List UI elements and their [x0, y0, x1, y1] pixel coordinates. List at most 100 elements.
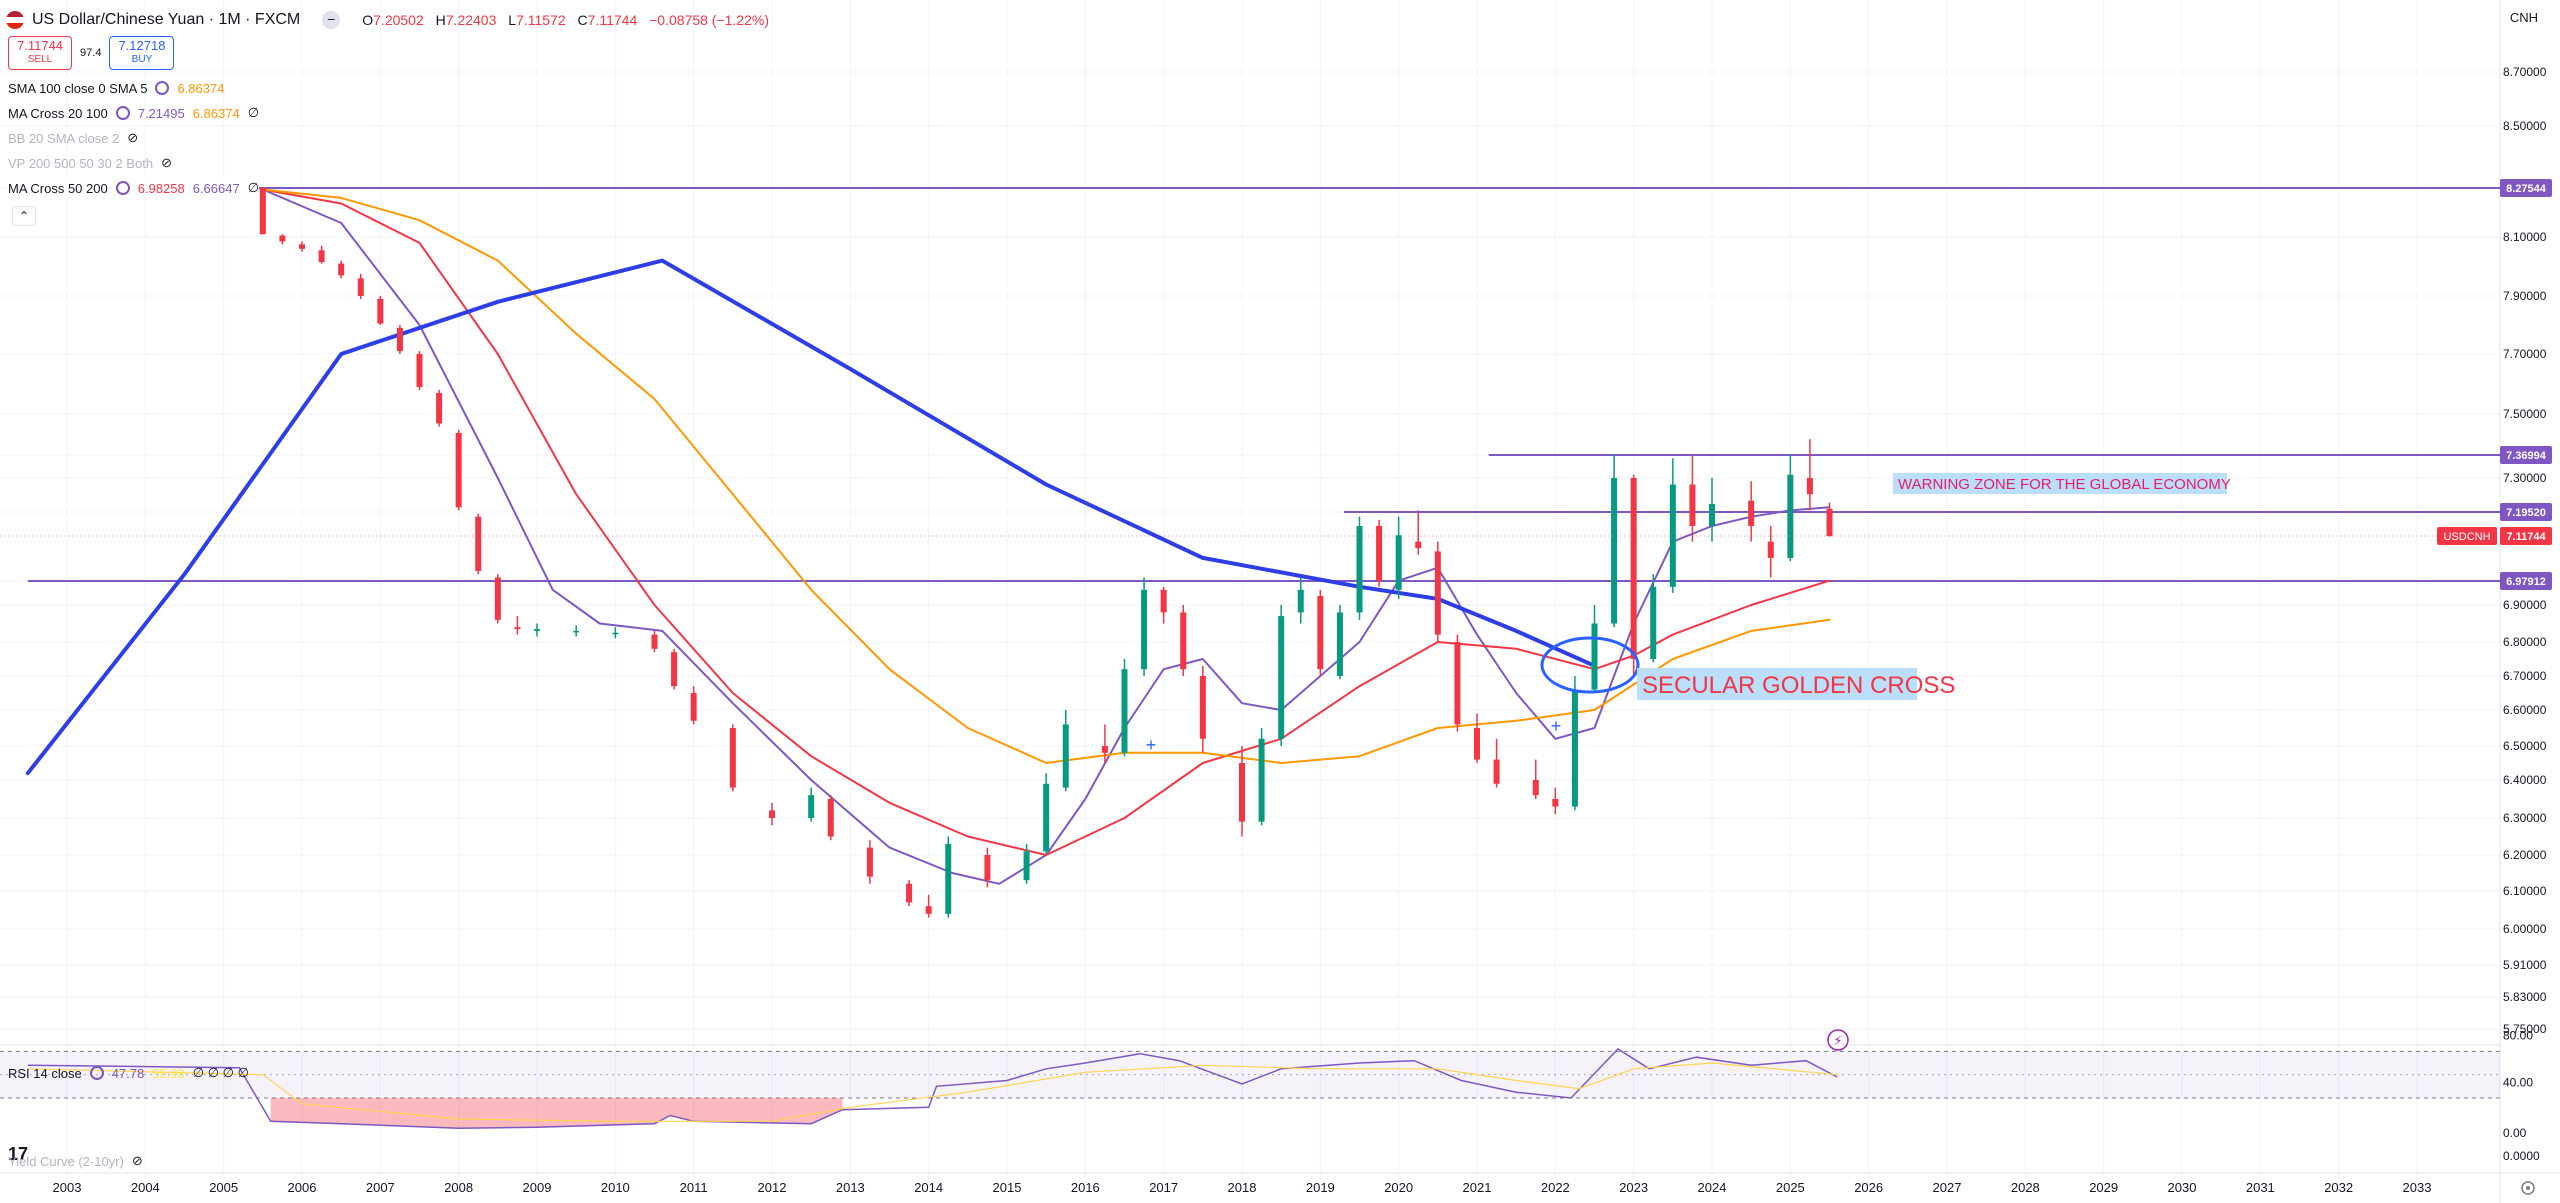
time-tick-label: 2021 — [1463, 1180, 1492, 1195]
candle-body — [1787, 474, 1794, 558]
ma-line — [261, 188, 1831, 856]
candle-body — [1669, 484, 1676, 587]
time-tick-label: 2005 — [209, 1180, 238, 1195]
golden-cross-label: SECULAR GOLDEN CROSS — [1642, 672, 1955, 699]
candle-body — [1650, 586, 1657, 659]
price-badge-label: 7.19520 — [2506, 507, 2546, 519]
candle-body — [1826, 508, 1833, 537]
candle-body — [514, 627, 521, 630]
time-tick-label: 2010 — [601, 1180, 630, 1195]
price-axis[interactable]: 8.70000 8.50000 8.10000 7.90000 7.70000 7.500… — [2503, 65, 2547, 1036]
indicator-sma100[interactable]: SMA 100 close 0 SMA 5 6.86374 — [8, 80, 225, 96]
price-tick-label: 6.50000 — [2503, 739, 2547, 753]
time-tick-label: 2006 — [288, 1180, 317, 1195]
indicator-ma-cross-50-200[interactable]: MA Cross 50 200 6.98258 6.66647 ∅ — [8, 178, 260, 198]
candle-body — [259, 187, 266, 235]
price-tick-label: 7.70000 — [2503, 347, 2547, 361]
candle-body — [827, 799, 834, 837]
candle-body — [1571, 689, 1578, 807]
symbol-badge-label: USDCNH — [2443, 531, 2490, 543]
price-badge-label: 7.11744 — [2506, 531, 2546, 543]
indicator-ma-cross-20-100[interactable]: MA Cross 20 100 7.21495 6.86374 ∅ — [8, 105, 260, 121]
horizontal-levels — [0, 187, 2500, 582]
sell-button[interactable]: 7.11744 SELL — [8, 36, 73, 70]
time-tick-label: 2032 — [2324, 1180, 2353, 1195]
indicator-vp[interactable]: VP 200 500 50 30 2 Both ⊘ — [8, 155, 172, 171]
indicator-bb[interactable]: BB 20 SMA close 2 ⊘ — [8, 130, 139, 146]
rsi-panel: 80.00 40.00 0.00 0.0000 — [0, 1029, 2540, 1163]
golden-cross-circle — [1540, 636, 1640, 694]
rsi-legend[interactable]: RSI 14 close 47.78 55.93 ∅ ∅ ∅ ∅ — [8, 1065, 249, 1081]
buy-button[interactable]: 7.12718 BUY — [109, 36, 175, 70]
time-tick-label: 2009 — [523, 1180, 552, 1195]
price-badge-label: 7.36994 — [2506, 450, 2547, 462]
candle-body — [1591, 623, 1598, 690]
time-tick-label: 2007 — [366, 1180, 395, 1195]
candle-body — [1239, 763, 1245, 822]
candle-body — [1454, 642, 1461, 725]
candle-body — [1258, 738, 1265, 822]
time-tick-label: 2014 — [914, 1180, 943, 1195]
ma-line — [25, 258, 1597, 776]
price-tick-label: 6.00000 — [2503, 922, 2547, 936]
symbol-title[interactable]: US Dollar/Chinese Yuan · 1M · FXCM — [32, 11, 301, 28]
candle-body — [906, 883, 913, 903]
candle-body — [1336, 612, 1343, 676]
candle-body — [1199, 676, 1206, 739]
replay-icon[interactable]: ⚡ — [1827, 1029, 1849, 1051]
hidden-eye-icon[interactable]: ⊘ — [161, 155, 172, 170]
time-tick-label: 2029 — [2089, 1180, 2118, 1195]
time-tick-label: 2027 — [1933, 1180, 1962, 1195]
price-badge — [2500, 179, 2552, 197]
candle-body — [1121, 669, 1128, 753]
warning-zone-label: WARNING ZONE FOR THE GLOBAL ECONOMY — [1898, 476, 2231, 493]
price-tick-label: 5.75000 — [2503, 1022, 2547, 1036]
price-badge — [2500, 527, 2552, 545]
golden-cross-label-bg — [1637, 668, 1917, 700]
collapse-legend-chevron-up-icon[interactable]: ⌃ — [12, 206, 36, 226]
time-tick-label: 2003 — [53, 1180, 82, 1195]
cross-marker-2: + — [1551, 716, 1562, 736]
rsi-line — [27, 1048, 1838, 1130]
candle-body — [1278, 616, 1285, 739]
price-tick-label: 5.83000 — [2503, 990, 2547, 1004]
time-tick-label: 2022 — [1541, 1180, 1570, 1195]
price-tick-label: 6.30000 — [2503, 811, 2547, 825]
hidden-eye-icon[interactable]: ⊘ — [131, 1153, 143, 1168]
indicator-settings-icon[interactable] — [115, 181, 130, 195]
candle-body — [436, 393, 443, 424]
candle-body — [690, 693, 697, 721]
indicator-settings-icon[interactable] — [115, 106, 130, 120]
price-tick-label: 6.20000 — [2503, 848, 2547, 862]
price-tick-label: 7.30000 — [2503, 471, 2547, 485]
indicator-settings-icon[interactable] — [89, 1066, 104, 1080]
candle-body — [612, 632, 619, 635]
time-tick-label: 2033 — [2403, 1180, 2432, 1195]
price-tick-label: 5.91000 — [2503, 958, 2547, 972]
price-tick-label: 7.50000 — [2503, 407, 2547, 421]
settings-gear-icon[interactable] — [2521, 1181, 2535, 1195]
candle-body — [1043, 783, 1050, 852]
candle-body — [1101, 746, 1108, 753]
indicator-settings-icon[interactable] — [155, 81, 170, 95]
candle-body — [671, 652, 678, 687]
candle-body — [377, 298, 384, 324]
yield-curve-legend[interactable]: Yield Curve (2-10yr) ⊘ — [8, 1153, 143, 1169]
price-badge — [2500, 503, 2552, 521]
candle-body — [1434, 551, 1441, 635]
hidden-eye-icon[interactable]: ⊘ — [127, 130, 139, 145]
time-tick-label: 2018 — [1228, 1180, 1257, 1195]
time-axis[interactable]: 2003 2004 2005 2006 2007 2008 2009 2010 2011 2012… — [53, 1180, 2432, 1195]
collapse-icon[interactable]: − — [322, 11, 341, 29]
warning-zone-label-bg — [1893, 473, 2227, 494]
time-tick-label: 2028 — [2011, 1180, 2040, 1195]
candle-body — [494, 577, 501, 620]
symbol-flag-icon — [6, 11, 24, 29]
price-badge — [2500, 572, 2552, 590]
candle-body — [1493, 759, 1500, 784]
candle-body — [299, 244, 305, 249]
candle-body — [984, 855, 991, 881]
candle-body — [1552, 799, 1559, 807]
